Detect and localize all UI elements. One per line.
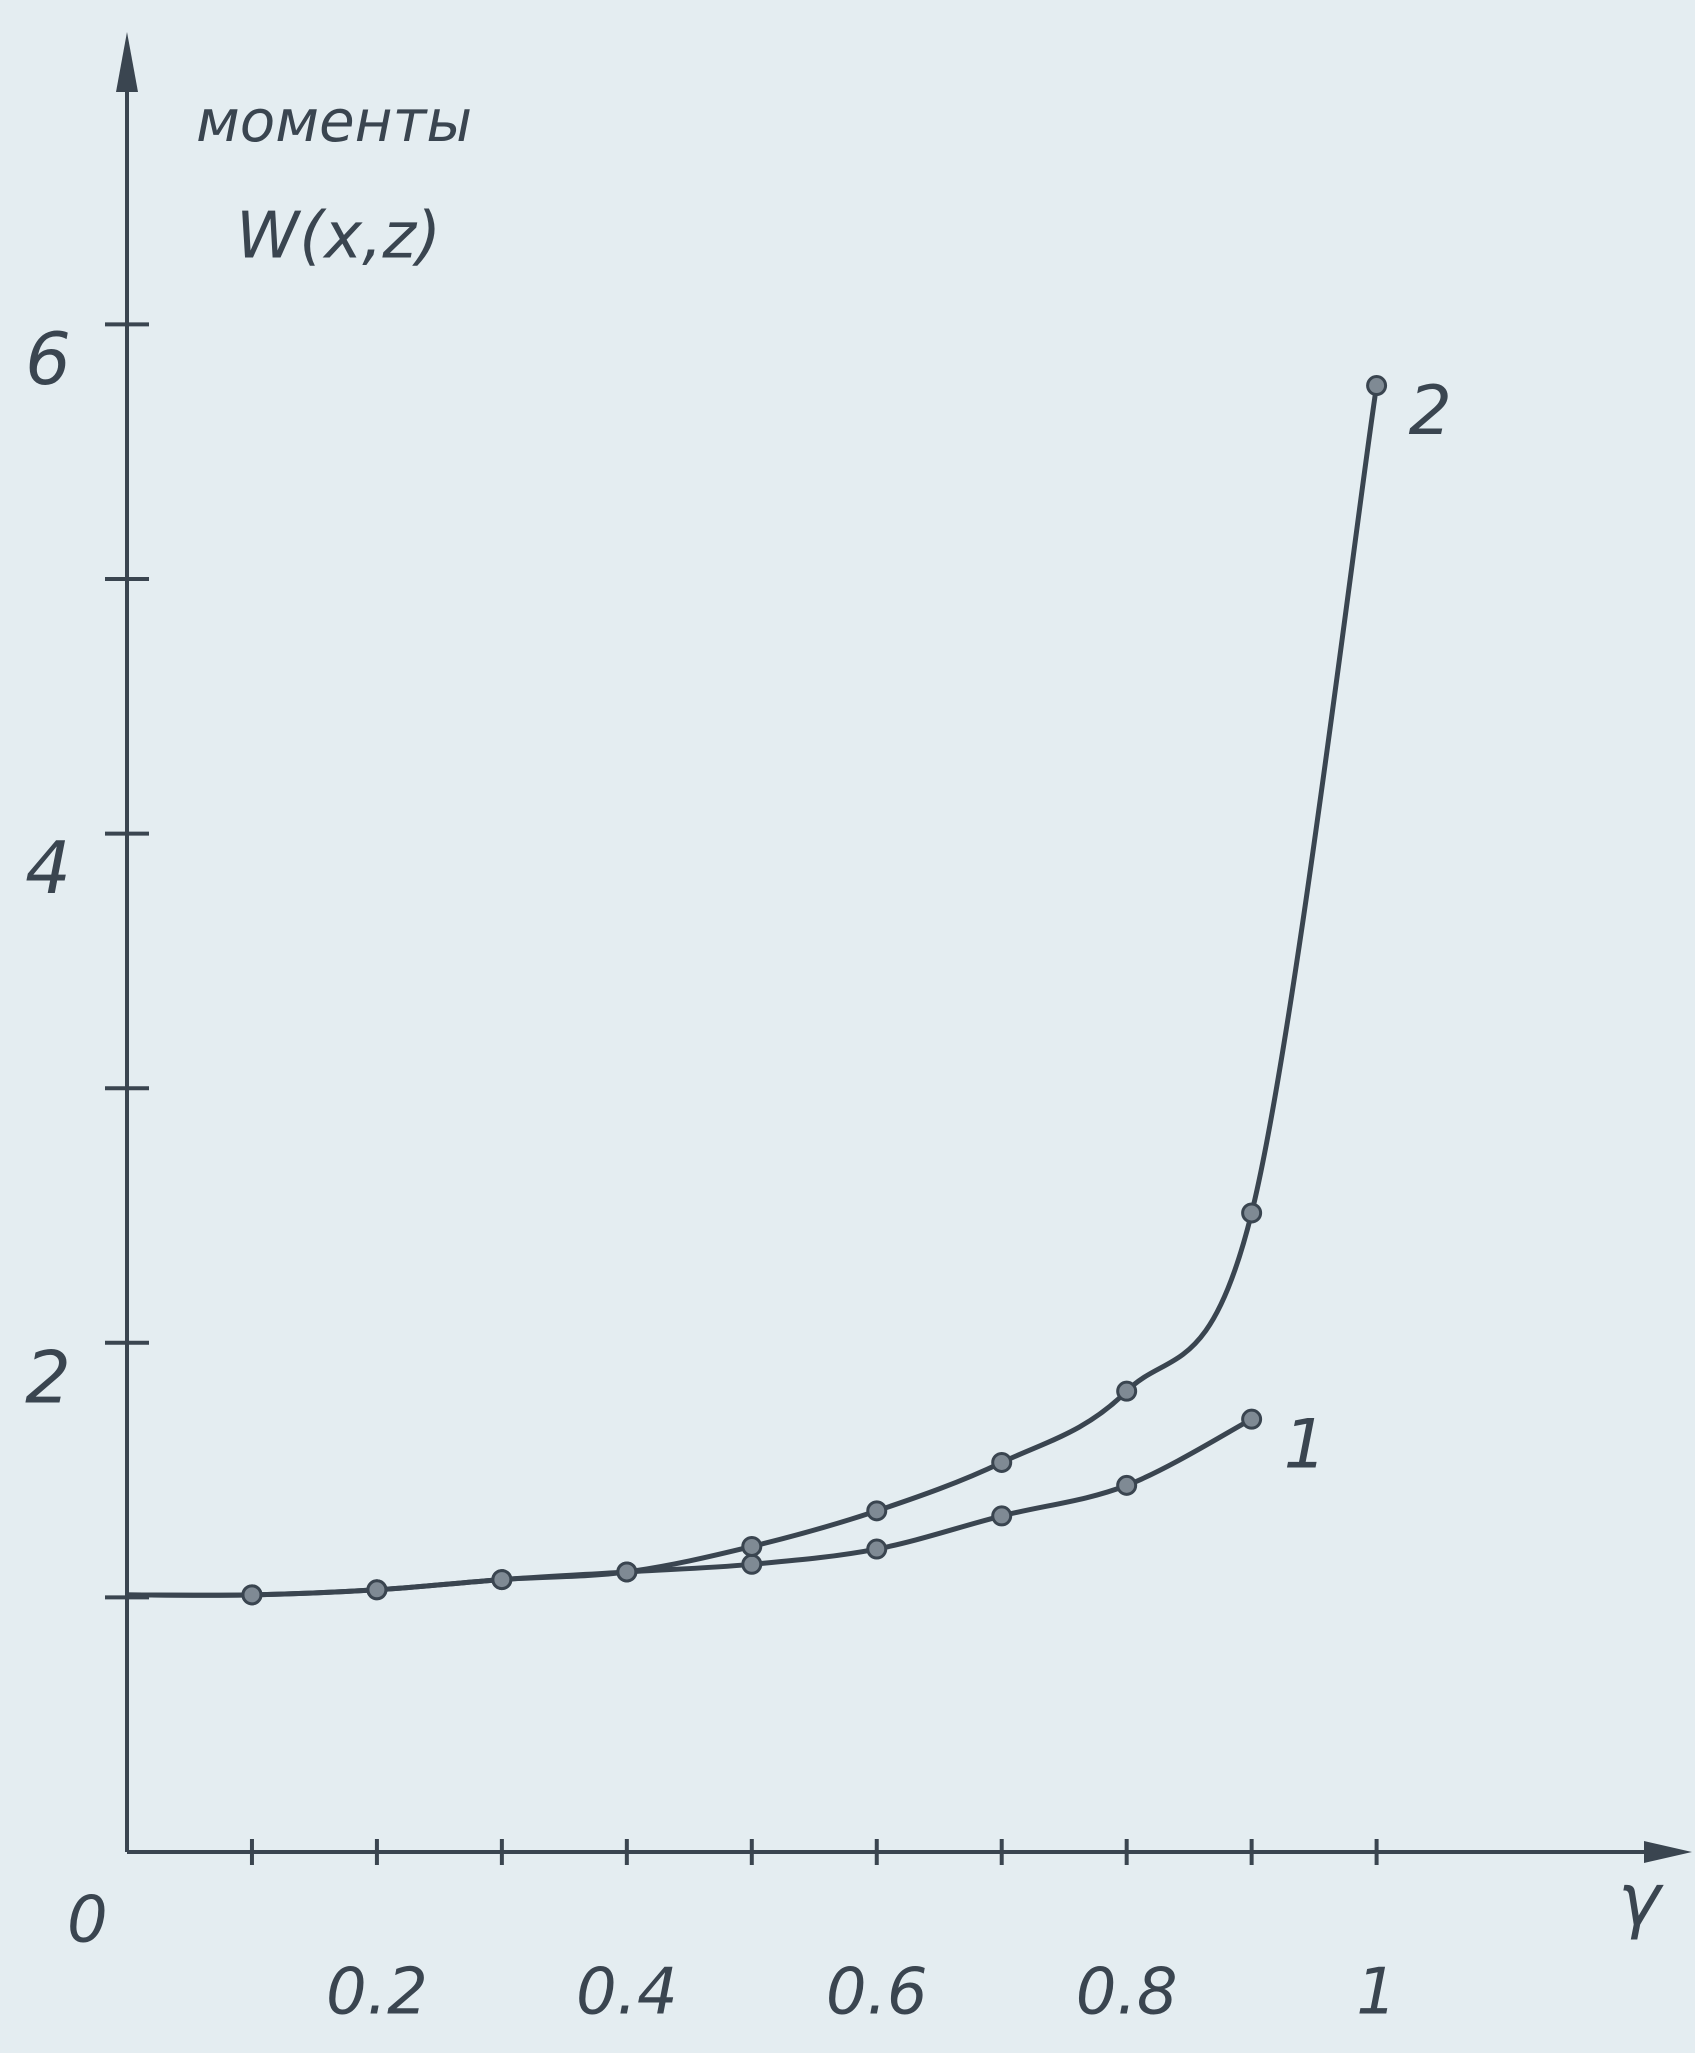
- data-point: [866, 1500, 888, 1522]
- y-axis-arrow: [116, 32, 138, 92]
- x-axis-arrow: [1644, 1841, 1692, 1863]
- x-tick-label: 0.8: [1076, 1956, 1178, 2030]
- data-point: [1241, 1408, 1263, 1430]
- data-point: [866, 1538, 888, 1560]
- x-tick-label: 0.6: [826, 1956, 928, 2030]
- series-line: [126, 385, 1380, 1598]
- y-axis-label: моменты: [196, 87, 472, 155]
- data-point: [1116, 1380, 1138, 1402]
- series-label: 2: [1409, 372, 1452, 451]
- x-axis-label: γ: [1618, 1858, 1664, 1942]
- x-tick-label: 1: [1356, 1956, 1397, 2030]
- data-point: [1116, 1474, 1138, 1496]
- data-point: [616, 1561, 638, 1583]
- data-point: [491, 1569, 513, 1591]
- x-tick-label: 0: [67, 1884, 108, 1958]
- x-tick-label: 0.2: [326, 1956, 428, 2030]
- y-axis-label: W(x,z): [236, 200, 441, 274]
- data-point: [741, 1535, 763, 1557]
- y-tick-label: 4: [25, 826, 71, 910]
- data-point: [366, 1579, 388, 1601]
- data-point: [991, 1451, 1013, 1473]
- series-line: [126, 1416, 1253, 1598]
- data-point: [741, 1553, 763, 1575]
- series-label: 1: [1284, 1406, 1327, 1485]
- y-tick-label: 6: [25, 317, 71, 401]
- data-point: [241, 1584, 263, 1606]
- data-point: [1366, 375, 1388, 397]
- data-point: [1241, 1202, 1263, 1224]
- y-tick-label: 2: [25, 1335, 71, 1419]
- x-tick-label: 0.4: [576, 1956, 678, 2030]
- data-point: [991, 1505, 1013, 1527]
